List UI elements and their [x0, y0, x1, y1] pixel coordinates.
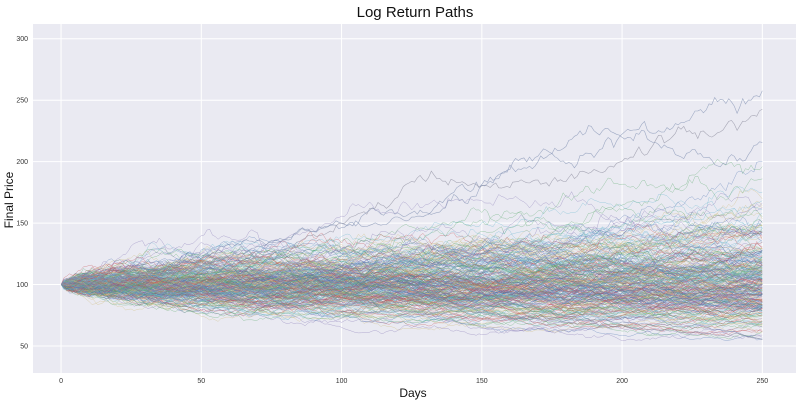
price-path: [60, 272, 763, 322]
price-path: [61, 212, 763, 300]
price-path: [60, 284, 763, 322]
price-path: [61, 235, 763, 287]
y-tick-label: 200: [16, 159, 28, 166]
price-path: [60, 260, 763, 296]
y-tick-labels: 50 100 150 200 250 300: [16, 36, 28, 350]
price-path: [60, 257, 763, 304]
price-path: [60, 125, 763, 285]
price-path: [61, 259, 763, 302]
price-path: [61, 283, 763, 319]
price-path: [61, 276, 763, 336]
price-path: [61, 283, 763, 340]
chart-title: Log Return Paths: [357, 4, 474, 21]
price-path: [60, 108, 763, 289]
price-path: [60, 271, 763, 309]
price-path: [61, 230, 763, 287]
price-path: [60, 264, 763, 292]
price-path: [61, 250, 763, 302]
price-path: [60, 281, 763, 313]
price-path: [61, 269, 763, 296]
price-paths: [60, 90, 763, 342]
price-path: [61, 277, 763, 340]
price-path: [61, 251, 763, 289]
price-path: [60, 191, 763, 285]
price-path: [61, 265, 763, 315]
price-path: [60, 267, 763, 310]
price-path: [60, 249, 763, 311]
price-path: [60, 269, 763, 301]
grid-lines: [33, 24, 796, 373]
x-tick-label: 100: [336, 378, 348, 385]
price-path: [60, 261, 763, 305]
price-path: [61, 254, 763, 300]
price-path: [61, 274, 763, 313]
price-path: [60, 281, 763, 340]
x-tick-label: 50: [197, 378, 205, 385]
x-tick-label: 150: [476, 378, 488, 385]
y-tick-label: 150: [16, 221, 28, 228]
y-tick-label: 100: [16, 282, 28, 289]
y-axis-label: Final Price: [2, 171, 16, 228]
y-tick-label: 250: [16, 98, 28, 105]
y-tick-label: 300: [16, 36, 28, 43]
x-tick-label: 0: [59, 378, 63, 385]
price-path: [60, 241, 763, 290]
price-path: [61, 268, 763, 336]
price-path: [61, 284, 763, 327]
price-path: [61, 224, 763, 285]
price-path: [60, 90, 763, 285]
price-path: [61, 247, 763, 287]
x-axis-label: Days: [399, 386, 426, 400]
price-path: [61, 277, 763, 333]
price-path: [60, 246, 763, 287]
price-path: [61, 284, 763, 320]
price-path: [61, 284, 763, 318]
price-path: [60, 200, 763, 288]
price-path: [60, 161, 763, 287]
y-tick-label: 50: [20, 343, 28, 350]
price-path: [60, 277, 763, 326]
plot-area: [33, 24, 796, 373]
x-tick-label: 250: [756, 378, 768, 385]
x-tick-labels: 0 50 100 150 200 250: [59, 378, 768, 385]
x-tick-label: 200: [616, 378, 628, 385]
price-path: [60, 230, 763, 295]
